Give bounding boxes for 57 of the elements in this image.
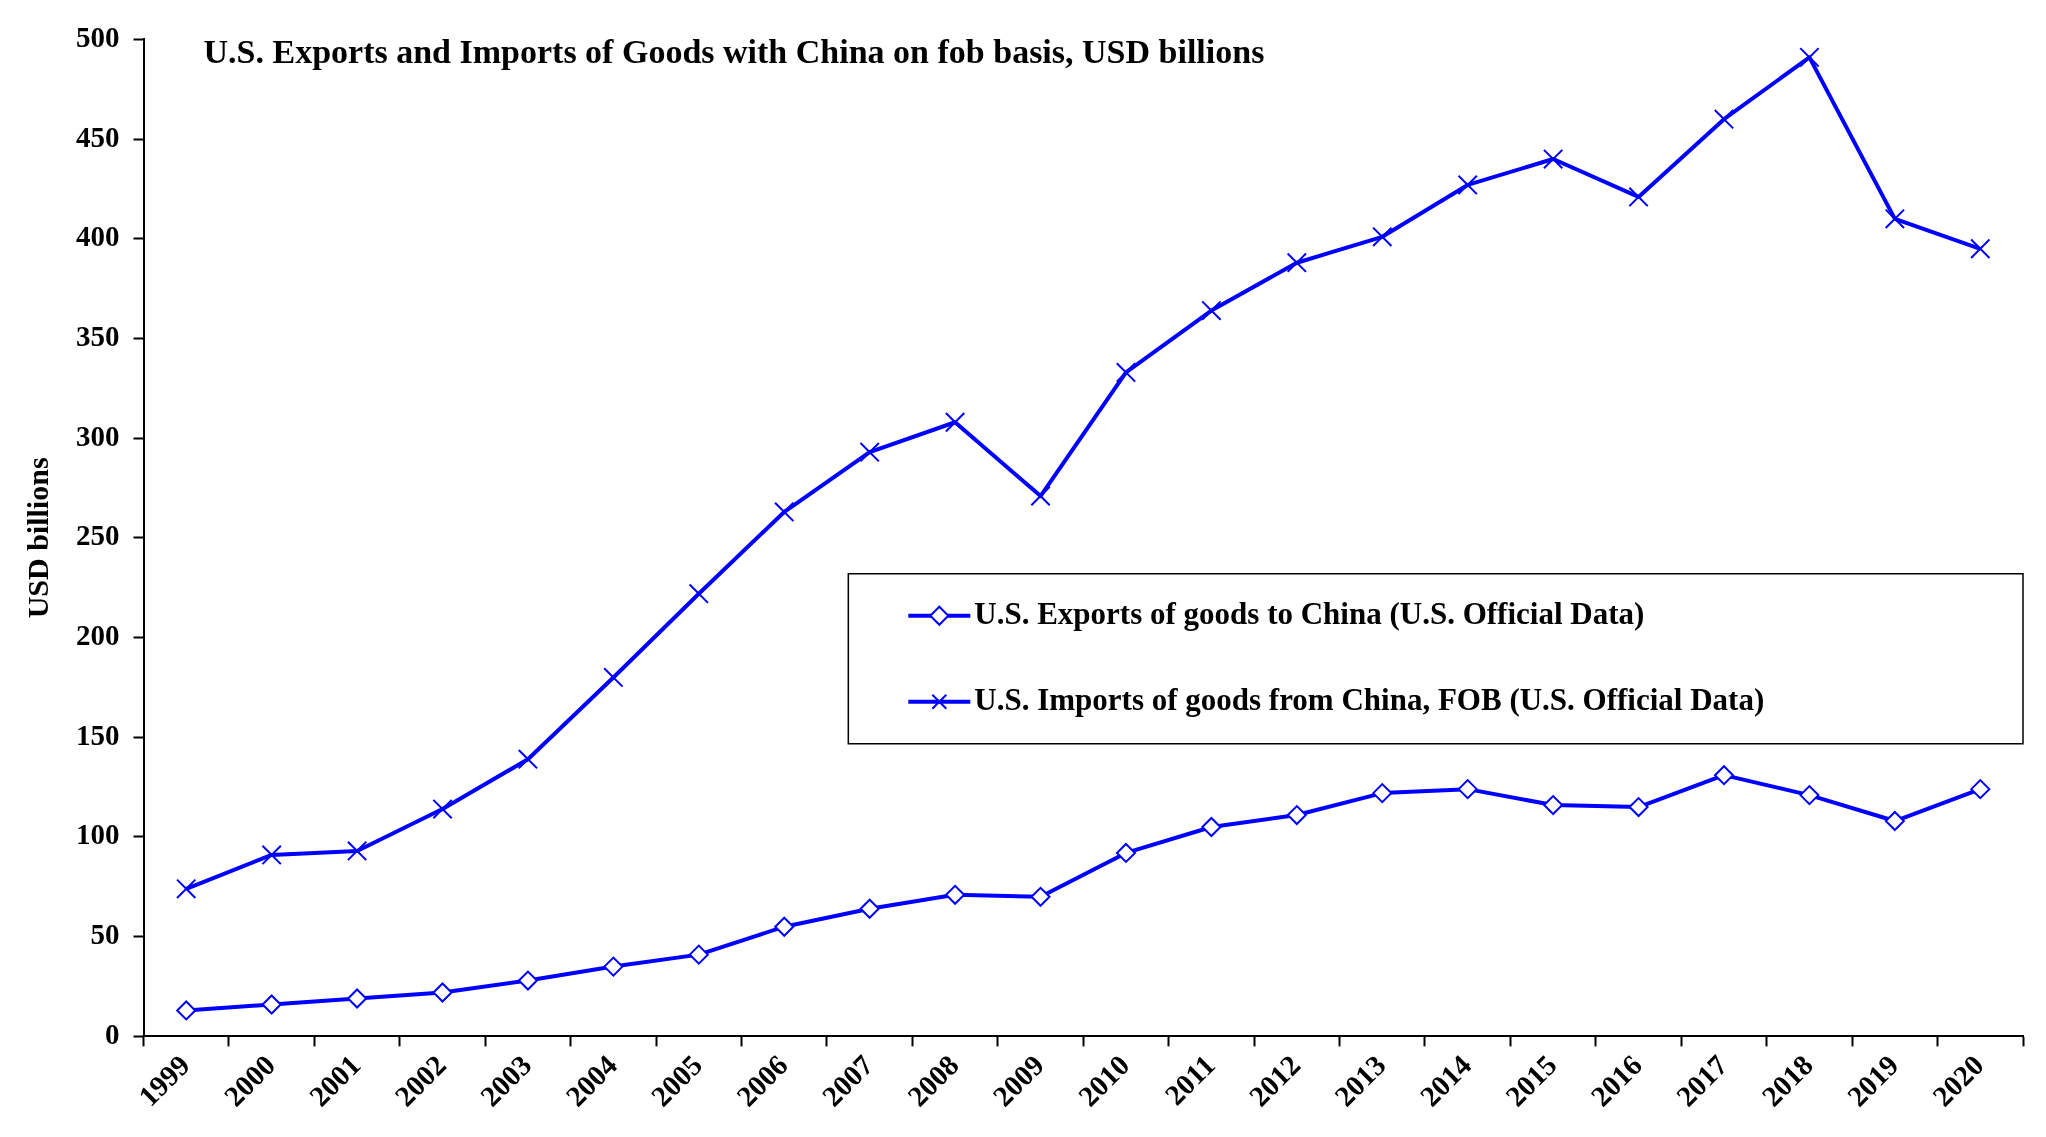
point — [1884, 208, 1906, 230]
point — [1115, 362, 1137, 383]
point — [1628, 797, 1649, 818]
point — [346, 840, 368, 862]
point — [1713, 765, 1734, 786]
y-tick-label: 50 — [90, 918, 120, 951]
point — [1286, 252, 1308, 273]
y-tick-label: 350 — [76, 319, 120, 352]
point — [517, 749, 539, 770]
y-axis-title: USD billions — [20, 457, 54, 619]
y-tick-label: 400 — [76, 220, 120, 253]
y-tick-label: 200 — [76, 619, 120, 652]
chart-title: U.S. Exports and Imports of Goods with China on fob basis, USD billions — [203, 33, 1265, 71]
point — [1457, 174, 1478, 196]
y-tick-label: 500 — [76, 20, 120, 53]
y-tick-label: 250 — [76, 519, 120, 552]
point — [1201, 300, 1222, 321]
point — [176, 878, 197, 900]
point — [1799, 785, 1820, 806]
y-tick-label: 150 — [76, 718, 120, 751]
point — [261, 844, 282, 866]
point — [1030, 485, 1051, 507]
y-tick-label: 0 — [105, 1017, 120, 1050]
point — [1115, 842, 1136, 863]
point — [1542, 148, 1564, 170]
point — [1201, 817, 1222, 838]
x-tick-label: 2011 — [1158, 1048, 1221, 1112]
point — [1799, 47, 1820, 68]
point — [944, 412, 966, 433]
y-tick-label: 300 — [76, 419, 120, 452]
point — [603, 956, 624, 977]
point — [774, 501, 795, 523]
point — [859, 441, 880, 463]
legend-label: U.S. Imports of goods from China, FOB (U.S. Official Data) — [974, 681, 1765, 717]
legend-label: U.S. Exports of goods to China (U.S. Official Data) — [974, 595, 1645, 631]
point — [176, 1000, 197, 1021]
point — [347, 988, 368, 1009]
point — [261, 994, 282, 1015]
point — [1970, 779, 1991, 800]
point — [1030, 886, 1051, 907]
y-tick-label: 450 — [76, 120, 120, 153]
point — [1286, 805, 1307, 826]
point — [432, 798, 453, 820]
point — [1372, 226, 1393, 247]
point — [1884, 811, 1905, 832]
point — [774, 916, 795, 937]
point — [1543, 795, 1564, 816]
point — [859, 898, 880, 919]
point — [688, 944, 709, 965]
point — [517, 970, 538, 991]
y-tick-label: 100 — [76, 818, 120, 851]
point — [1372, 783, 1393, 804]
point — [432, 982, 453, 1003]
point — [1628, 186, 1649, 208]
point — [945, 884, 966, 905]
point — [1970, 238, 1991, 259]
point — [1457, 779, 1478, 800]
